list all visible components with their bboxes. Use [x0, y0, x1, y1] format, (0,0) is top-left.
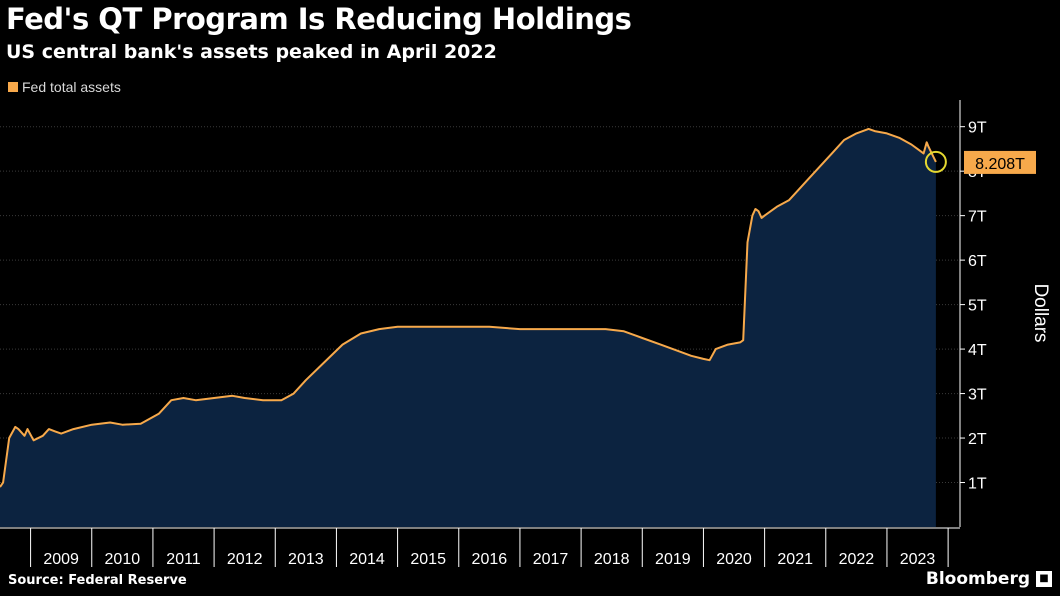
y-tick-label-2T: 2T — [968, 431, 987, 448]
x-tick-label-2023: 2023 — [900, 551, 936, 568]
x-tick-label-2011: 2011 — [166, 551, 201, 568]
x-tick-label-2021: 2021 — [777, 551, 813, 568]
brand-name: Bloomberg — [925, 569, 1030, 589]
legend-label-fed-total-assets: Fed total assets — [22, 79, 121, 95]
source-note: Source: Federal Reserve — [8, 573, 187, 588]
y-tick-label-9T: 9T — [968, 120, 987, 137]
brand-icon: ■ — [1036, 571, 1052, 587]
y-tick-label-1T: 1T — [968, 476, 987, 493]
x-tick-label-2018: 2018 — [594, 551, 630, 568]
x-tick-label-2017: 2017 — [533, 551, 569, 568]
last-value-callout-label: 8.208T — [975, 156, 1025, 173]
x-tick-label-2013: 2013 — [288, 551, 324, 568]
legend: Fed total assets — [8, 79, 121, 95]
series-line-fed-total-assets — [0, 127, 937, 488]
x-tick-label-2015: 2015 — [410, 551, 446, 568]
x-tick-label-2012: 2012 — [227, 551, 263, 568]
y-tick-label-4T: 4T — [968, 342, 987, 359]
y-tick-label-5T: 5T — [968, 298, 987, 315]
x-tick-label-2016: 2016 — [472, 551, 508, 568]
x-tick-label-2020: 2020 — [716, 551, 752, 568]
last-value-callout-box — [964, 150, 1036, 174]
x-tick-label-2022: 2022 — [839, 551, 875, 568]
y-tick-label-3T: 3T — [968, 387, 987, 404]
chart-title: Fed's QT Program Is Reducing Holdings — [6, 2, 632, 36]
x-tick-label-2010: 2010 — [105, 551, 141, 568]
y-axis-title: Dollars — [1030, 283, 1051, 342]
x-tick-label-2009: 2009 — [43, 551, 79, 568]
y-tick-label-6T: 6T — [968, 253, 987, 270]
legend-swatch-fed-total-assets — [8, 82, 18, 92]
x-tick-label-2014: 2014 — [349, 551, 385, 568]
brand-logo: Bloomberg ■ — [926, 569, 1052, 589]
chart-subtitle: US central bank's assets peaked in April… — [6, 41, 497, 63]
series-area-fed-total-assets — [0, 128, 936, 527]
y-tick-label-7T: 7T — [968, 209, 987, 226]
x-tick-label-2019: 2019 — [655, 551, 691, 568]
last-value-marker — [924, 150, 947, 173]
